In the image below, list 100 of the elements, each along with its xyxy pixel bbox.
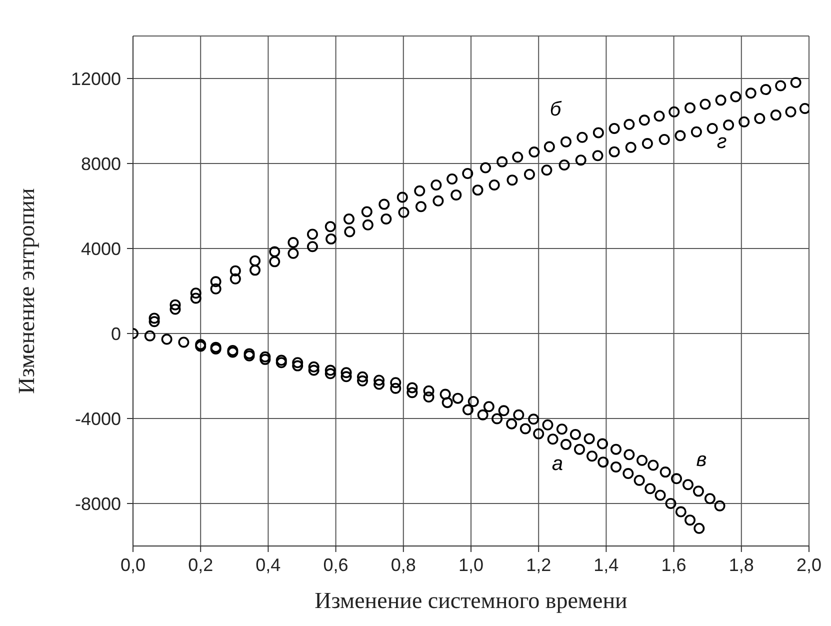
point [625, 142, 636, 153]
point [799, 102, 809, 114]
point [642, 138, 653, 150]
point [230, 265, 241, 276]
point [292, 360, 304, 372]
point [292, 357, 304, 368]
y-tick-label: 4000 [80, 238, 121, 259]
point [610, 461, 622, 472]
point [575, 154, 586, 166]
point [144, 330, 156, 342]
point [671, 473, 682, 484]
point [658, 134, 670, 145]
point [488, 179, 500, 190]
point [260, 354, 271, 365]
point [558, 159, 570, 170]
point [723, 120, 734, 131]
point [576, 132, 588, 143]
series-label: а [552, 452, 564, 475]
point [541, 164, 552, 176]
point [648, 460, 659, 471]
point [472, 184, 484, 196]
point [415, 201, 426, 212]
point [340, 371, 352, 382]
point [690, 126, 702, 138]
point [442, 397, 453, 408]
point [544, 141, 555, 152]
point [560, 438, 572, 450]
point [715, 94, 726, 106]
point [361, 206, 372, 218]
point [462, 168, 474, 179]
point [492, 413, 503, 424]
y-tick-label: 8000 [80, 154, 121, 174]
y-axis-title: Изменение энтропии [14, 188, 40, 394]
point [754, 112, 766, 124]
point [684, 102, 696, 114]
point [288, 248, 299, 259]
point [520, 423, 531, 434]
x-tick-label: 0,4 [256, 554, 281, 575]
point [608, 146, 620, 158]
x-tick-label: 0,2 [188, 554, 214, 575]
x-tick-label: 1,4 [594, 554, 619, 575]
point [432, 195, 444, 206]
point [269, 246, 280, 258]
x-tick-label: 0,8 [390, 554, 416, 575]
point [423, 392, 434, 403]
point [161, 334, 172, 345]
point [528, 146, 540, 158]
x-tick-label: 2,0 [796, 554, 822, 575]
point [498, 405, 510, 416]
point [324, 364, 336, 376]
x-tick-label: 0,6 [323, 554, 348, 575]
point [210, 283, 222, 294]
point [398, 206, 410, 218]
point [260, 351, 271, 362]
point [446, 174, 458, 185]
point [230, 273, 241, 284]
y-tick-label: -4000 [74, 408, 121, 429]
point [730, 91, 742, 102]
point [624, 449, 635, 460]
point [760, 84, 772, 96]
point [665, 498, 676, 509]
point [440, 388, 451, 400]
point [452, 392, 464, 404]
point [636, 454, 648, 466]
point [586, 450, 598, 462]
point [170, 299, 181, 310]
point [390, 382, 402, 394]
point [340, 367, 352, 378]
point [542, 419, 554, 430]
point [362, 219, 374, 230]
point [608, 122, 620, 134]
point [592, 150, 604, 162]
point [745, 88, 756, 99]
point [704, 493, 716, 504]
point [570, 428, 581, 440]
point [250, 255, 261, 266]
point [210, 276, 222, 288]
point [512, 152, 524, 163]
point [654, 110, 665, 122]
point [694, 522, 705, 534]
point [326, 233, 337, 244]
point [533, 428, 544, 440]
point [396, 192, 408, 203]
point [190, 288, 202, 299]
point [306, 228, 318, 240]
point [288, 237, 299, 248]
point [380, 213, 392, 224]
point [496, 156, 508, 168]
point [547, 434, 558, 445]
point [674, 130, 686, 142]
point [738, 116, 750, 128]
point [624, 118, 635, 130]
point [406, 387, 418, 398]
point [406, 382, 418, 394]
x-tick-label: 1,8 [728, 554, 754, 575]
series-label: г [716, 130, 727, 153]
point [644, 483, 656, 494]
point [668, 106, 680, 118]
point [706, 122, 718, 134]
x-tick-label: 1,6 [661, 554, 686, 575]
